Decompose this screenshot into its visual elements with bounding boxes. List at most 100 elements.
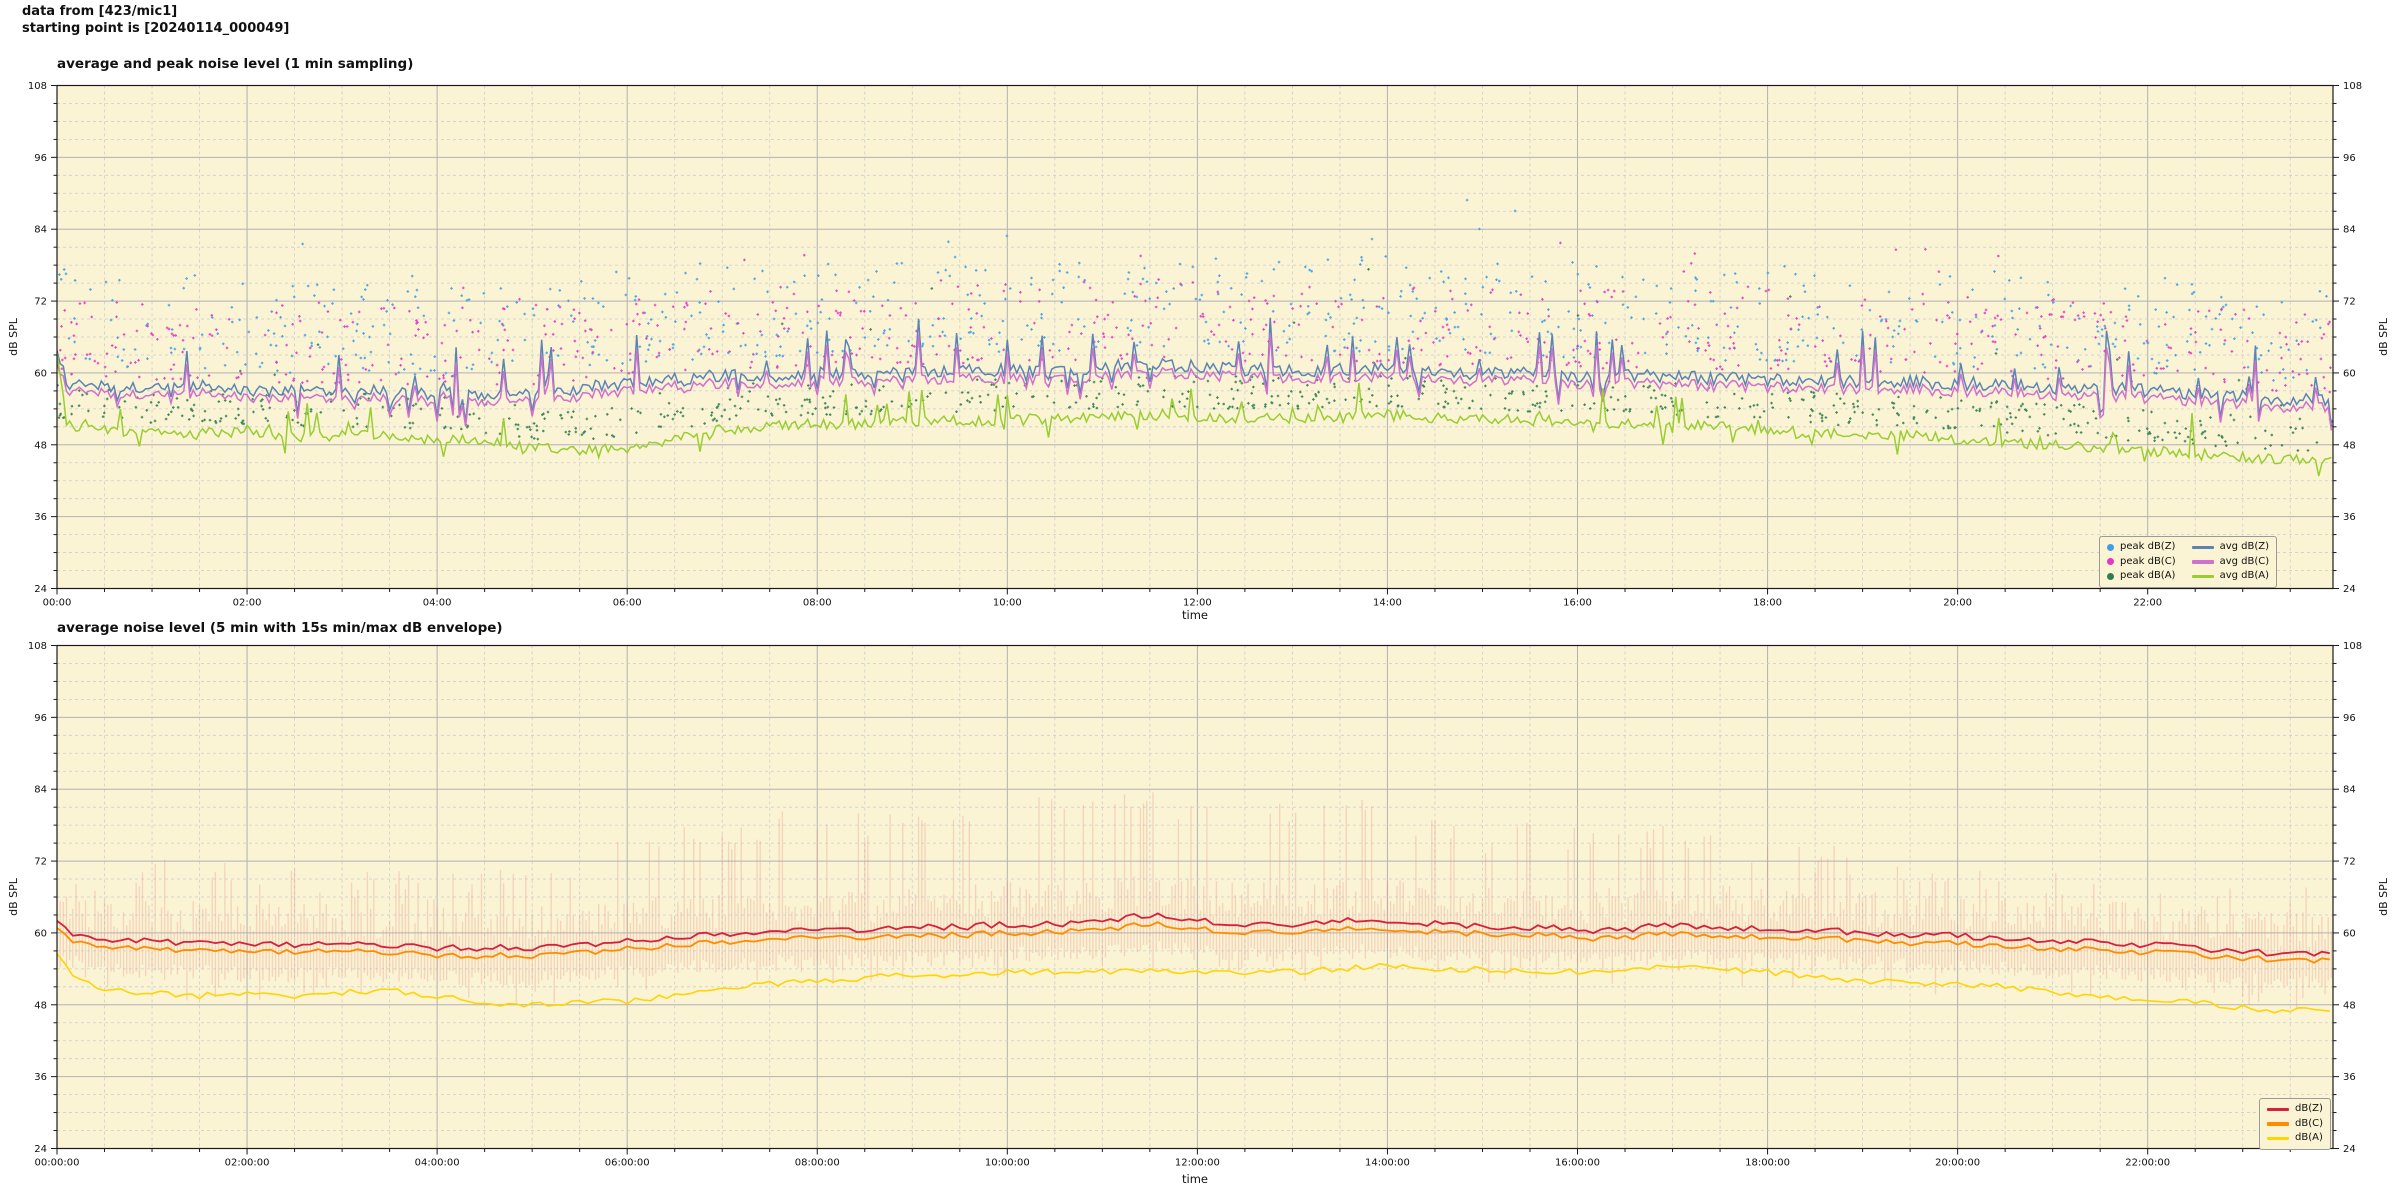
x-tick-label: 12:00:00 — [1175, 1158, 1220, 1169]
chart2-title: average noise level (5 min with 15s min/… — [57, 620, 503, 636]
legend-label: avg dB(Z) — [2219, 541, 2270, 552]
y-tick-label-left: 96 — [34, 713, 47, 724]
scatter-peak dB(A) — [57, 268, 2333, 452]
y-tick-label-left: 60 — [34, 928, 47, 939]
legend-item-avg-dba: avg dB(A) — [2191, 569, 2270, 584]
y-tick-label-right: 24 — [2343, 584, 2356, 595]
y-tick-label-left: 36 — [34, 1072, 47, 1083]
x-tick-label: 04:00 — [423, 598, 452, 609]
x-tick-label: 00:00:00 — [35, 1158, 80, 1169]
legend-item-peak-dbc: peak dB(C) — [2107, 555, 2176, 570]
x-tick-label: 06:00:00 — [605, 1158, 650, 1169]
legend-label: avg dB(C) — [2219, 555, 2270, 567]
y-tick-label-right: 60 — [2343, 368, 2356, 379]
y-tick-label-left: 72 — [34, 857, 47, 868]
chart1-plot: 00:00 02:00 04:00 06:00 08:00 10:00 12:00 14:00… — [28, 81, 2362, 609]
legend-item-dbc: dB(C) — [2267, 1117, 2323, 1132]
x-tick-label: 00:00 — [43, 598, 72, 609]
y-tick-label-left: 24 — [34, 584, 47, 595]
x-tick-label: 10:00:00 — [985, 1158, 1030, 1169]
legend-item-peak-dba: peak dB(A) — [2107, 569, 2176, 584]
legend-item-dba: dB(A) — [2267, 1131, 2323, 1146]
x-tick-label: 14:00:00 — [1365, 1158, 1410, 1169]
y-tick-label-right: 48 — [2343, 440, 2356, 451]
x-tick-label: 18:00 — [1753, 598, 1782, 609]
legend-label: dB(Z) — [2295, 1103, 2323, 1114]
y-tick-label-left: 96 — [34, 153, 47, 164]
legend-item-avg-dbc: avg dB(C) — [2191, 555, 2270, 570]
avg-dbz-line-icon — [2191, 545, 2214, 549]
x-tick-label: 22:00 — [2133, 598, 2162, 609]
series-dB(Z) — [57, 912, 2330, 957]
header-line-2: starting point is [20240114_000049] — [22, 21, 290, 36]
chart2-plot: 00:00:00 02:00:00 04:00:00 06:00:00 08:00:00… — [28, 641, 2362, 1169]
legend-item-dbz: dB(Z) — [2267, 1102, 2323, 1117]
series-layer — [57, 198, 2333, 477]
y-tick-label-right: 36 — [2343, 1072, 2356, 1083]
grid — [57, 85, 2333, 589]
legend-label: dB(A) — [2295, 1132, 2323, 1143]
x-tick-label: 02:00 — [233, 598, 262, 609]
y-tick-label-left: 84 — [34, 785, 47, 796]
y-tick-label-right: 96 — [2343, 713, 2356, 724]
series-avg dB(C) — [57, 333, 2333, 431]
tick-labels: 00:00:00 02:00:00 04:00:00 06:00:00 08:00:00… — [28, 641, 2362, 1169]
x-tick-label: 10:00 — [993, 598, 1022, 609]
y-tick-label-left: 108 — [28, 81, 47, 92]
y-tick-label-right: 108 — [2343, 641, 2362, 652]
series-avg dB(A) — [57, 352, 2332, 477]
dbz-line-icon — [2267, 1107, 2289, 1111]
legend-label: peak dB(A) — [2120, 570, 2176, 581]
peak-dbc-marker-icon — [2107, 558, 2114, 566]
chart2-legend: dB(Z) dB(C) dB(A) — [2259, 1098, 2331, 1150]
legend-label: avg dB(A) — [2219, 570, 2270, 581]
peak-dba-marker-icon — [2107, 572, 2114, 580]
series-avg dB(Z) — [57, 317, 2333, 427]
legend-label: peak dB(Z) — [2120, 541, 2176, 552]
avg-dbc-line-icon — [2191, 560, 2214, 564]
grid — [57, 645, 2333, 1149]
y-tick-label-right: 24 — [2343, 1144, 2356, 1155]
x-tick-label: 04:00:00 — [415, 1158, 460, 1169]
y-tick-label-right: 60 — [2343, 928, 2356, 939]
chart2-xlabel: time — [1182, 1172, 1208, 1186]
ticks — [51, 645, 2339, 1155]
y-tick-label-right: 108 — [2343, 81, 2362, 92]
x-tick-label: 08:00 — [803, 598, 832, 609]
y-tick-label-left: 36 — [34, 512, 47, 523]
x-tick-label: 20:00 — [1943, 598, 1972, 609]
series-dB(C) — [57, 921, 2330, 964]
y-tick-label-right: 84 — [2343, 785, 2356, 796]
avg-dba-line-icon — [2191, 574, 2214, 578]
series-layer — [57, 792, 2333, 1014]
header-line-1: data from [423/mic1] — [22, 4, 178, 19]
y-tick-label-left: 84 — [34, 225, 47, 236]
x-tick-label: 08:00:00 — [795, 1158, 840, 1169]
y-tick-label-right: 72 — [2343, 857, 2356, 868]
x-tick-label: 06:00 — [613, 598, 642, 609]
x-tick-label: 16:00:00 — [1555, 1158, 1600, 1169]
scatter-peak dB(C) — [59, 241, 2332, 394]
x-tick-label: 14:00 — [1373, 598, 1402, 609]
chart1-title: average and peak noise level (1 min samp… — [57, 56, 414, 72]
chart1-xlabel: time — [1182, 608, 1208, 622]
dba-line-icon — [2267, 1136, 2289, 1140]
y-tick-label-left: 48 — [34, 440, 47, 451]
legend-item-peak-dbz: peak dB(Z) — [2107, 540, 2176, 555]
legend-label: peak dB(C) — [2120, 555, 2176, 567]
x-tick-label: 20:00:00 — [1935, 1158, 1980, 1169]
y-tick-label-left: 24 — [34, 1144, 47, 1155]
x-tick-label: 12:00 — [1183, 598, 1212, 609]
chart1-legend: peak dB(Z) peak dB(C) peak dB(A) avg dB(… — [2099, 536, 2278, 588]
x-tick-label: 16:00 — [1563, 598, 1592, 609]
y-tick-label-left: 48 — [34, 1000, 47, 1011]
x-tick-label: 18:00:00 — [1745, 1158, 1790, 1169]
dbc-line-icon — [2267, 1122, 2289, 1126]
series-dB(A) — [57, 953, 2330, 1014]
legend-label: dB(C) — [2295, 1117, 2323, 1129]
y-tick-label-right: 36 — [2343, 512, 2356, 523]
tick-labels: 00:00 02:00 04:00 06:00 08:00 10:00 12:00 14:00… — [28, 81, 2362, 609]
y-tick-label-right: 72 — [2343, 297, 2356, 308]
